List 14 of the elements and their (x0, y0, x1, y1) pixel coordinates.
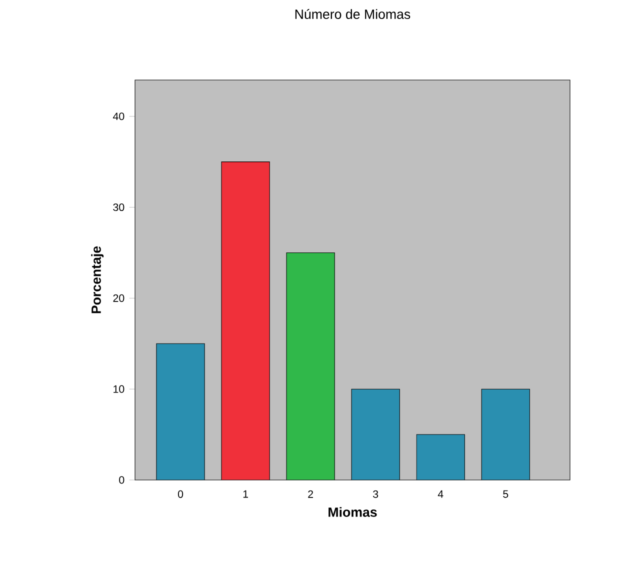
y-tick-label: 20 (113, 294, 124, 302)
x-tick-label: 4 (438, 490, 444, 498)
x-tick-label: 0 (178, 490, 184, 498)
x-tick-label: 5 (503, 490, 508, 498)
y-axis-title: Porcentaje (91, 246, 104, 314)
x-tick-label: 1 (243, 490, 248, 498)
y-tick-label: 40 (112, 112, 124, 120)
x-tick-label: 3 (373, 490, 378, 498)
y-tick-label: 30 (113, 203, 124, 212)
x-axis-title: Miomas (328, 507, 377, 517)
x-tick-label: 2 (308, 490, 313, 498)
y-tick-label: 10 (114, 385, 124, 393)
y-tick-label: 0 (119, 476, 124, 484)
chart-title: Número de Miomas (295, 9, 410, 19)
